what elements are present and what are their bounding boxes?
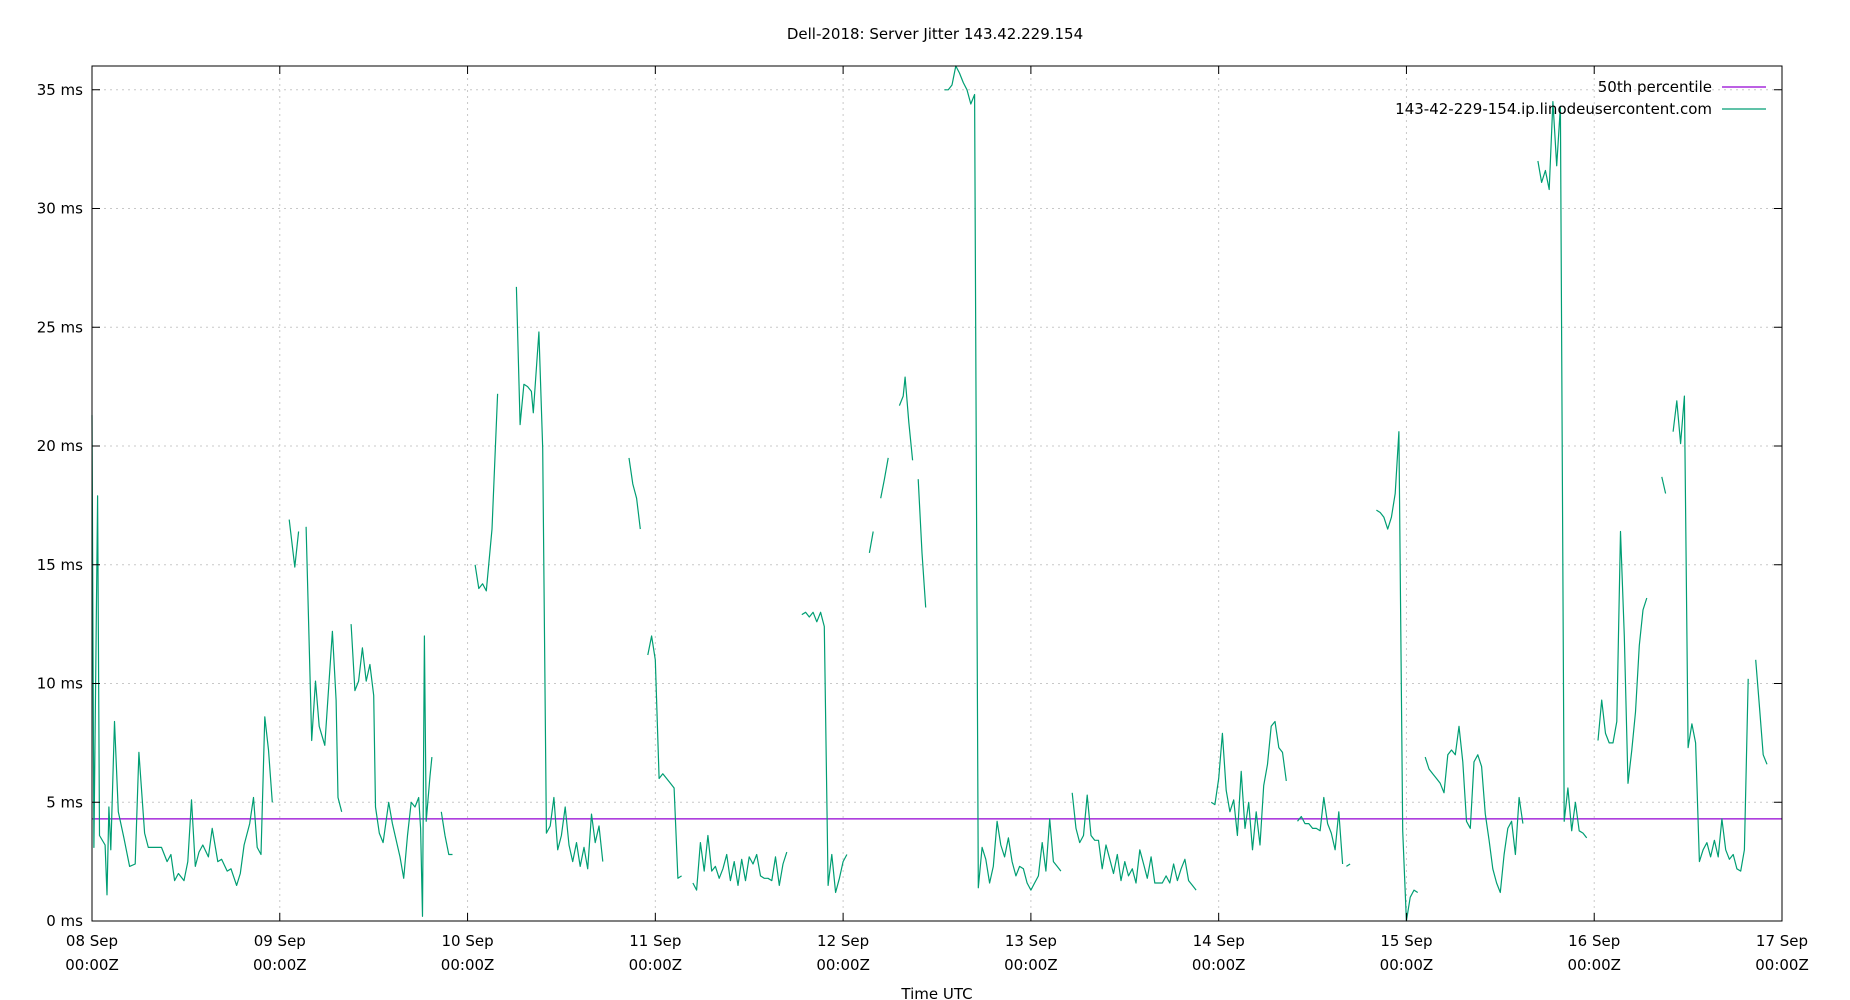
x-tick-label-time: 00:00Z bbox=[1380, 956, 1434, 974]
series-line-segment bbox=[91, 415, 273, 896]
series-line-segment bbox=[898, 376, 914, 461]
x-tick-label-date: 08 Sep bbox=[66, 932, 118, 950]
series-line-segment bbox=[1346, 863, 1351, 867]
series-line-segment bbox=[647, 635, 682, 879]
series-line-segment bbox=[1597, 530, 1648, 784]
x-axis-label: Time UTC bbox=[900, 985, 972, 1000]
series-line-segment bbox=[1661, 476, 1667, 494]
series-line-segment bbox=[1672, 395, 1749, 872]
series-line-segment bbox=[350, 624, 433, 917]
y-tick-label: 0 ms bbox=[46, 912, 83, 930]
series-line-segment bbox=[305, 526, 343, 812]
x-tick-label-date: 10 Sep bbox=[441, 932, 493, 950]
series-line-segment bbox=[1071, 792, 1197, 891]
x-tick-label-date: 13 Sep bbox=[1005, 932, 1057, 950]
series-line-segment bbox=[288, 519, 300, 568]
x-tick-label-time: 00:00Z bbox=[1755, 956, 1809, 974]
x-tick-label-time: 00:00Z bbox=[253, 956, 307, 974]
x-tick-label-time: 00:00Z bbox=[441, 956, 495, 974]
y-tick-label: 35 ms bbox=[37, 81, 83, 99]
legend-label: 143-42-229-154.ip.linodeusercontent.com bbox=[1395, 100, 1712, 118]
y-tick-label: 15 ms bbox=[37, 556, 83, 574]
series-line-segment bbox=[692, 834, 788, 891]
series-line-segment bbox=[880, 457, 889, 499]
series-line-segment bbox=[1210, 720, 1287, 851]
axis-ticks: 0 ms 5 ms 10 ms 15 ms 20 ms 25 ms 30 ms 35 ms 08… bbox=[37, 66, 1809, 974]
x-tick-label-time: 00:00Z bbox=[1192, 956, 1246, 974]
x-tick-label-date: 14 Sep bbox=[1193, 932, 1245, 950]
series-line-segment bbox=[1755, 659, 1768, 765]
y-tick-label: 5 ms bbox=[46, 793, 83, 811]
legend-label: 50th percentile bbox=[1598, 78, 1712, 96]
series-line-segment bbox=[440, 811, 453, 856]
y-tick-label: 25 ms bbox=[37, 318, 83, 336]
series-line-segment bbox=[801, 611, 848, 894]
x-tick-label-date: 09 Sep bbox=[254, 932, 306, 950]
chart-title: Dell-2018: Server Jitter 143.42.229.154 bbox=[787, 25, 1083, 43]
grid-lines bbox=[92, 66, 1782, 921]
series-line-segment bbox=[1537, 100, 1588, 839]
legend: 50th percentile 143-42-229-154.ip.linodeu… bbox=[1395, 78, 1766, 118]
series-line-segment bbox=[868, 531, 874, 554]
x-tick-label-time: 00:00Z bbox=[65, 956, 119, 974]
series-line-segment bbox=[628, 457, 641, 530]
series-line-segment bbox=[917, 479, 927, 608]
y-tick-label: 20 ms bbox=[37, 437, 83, 455]
x-tick-label-time: 00:00Z bbox=[1004, 956, 1058, 974]
series-line-segment bbox=[474, 393, 499, 592]
x-tick-label-time: 00:00Z bbox=[629, 956, 683, 974]
x-tick-label-date: 17 Sep bbox=[1756, 932, 1808, 950]
series-line-segment bbox=[944, 65, 1062, 891]
series-line-segment bbox=[1297, 796, 1344, 865]
plot-frame bbox=[91, 65, 1783, 922]
x-tick-label-time: 00:00Z bbox=[816, 956, 870, 974]
y-tick-label: 10 ms bbox=[37, 675, 83, 693]
x-tick-label-date: 11 Sep bbox=[629, 932, 681, 950]
series-line-segment bbox=[515, 286, 604, 870]
series-lines bbox=[91, 65, 1782, 922]
x-tick-label-date: 12 Sep bbox=[817, 932, 869, 950]
series-line-segment bbox=[1376, 431, 1419, 922]
x-tick-label-date: 15 Sep bbox=[1380, 932, 1432, 950]
series-1 bbox=[91, 65, 1768, 922]
y-tick-label: 30 ms bbox=[37, 200, 83, 218]
series-line-segment bbox=[1424, 725, 1524, 894]
x-tick-label-time: 00:00Z bbox=[1567, 956, 1621, 974]
x-tick-label-date: 16 Sep bbox=[1568, 932, 1620, 950]
